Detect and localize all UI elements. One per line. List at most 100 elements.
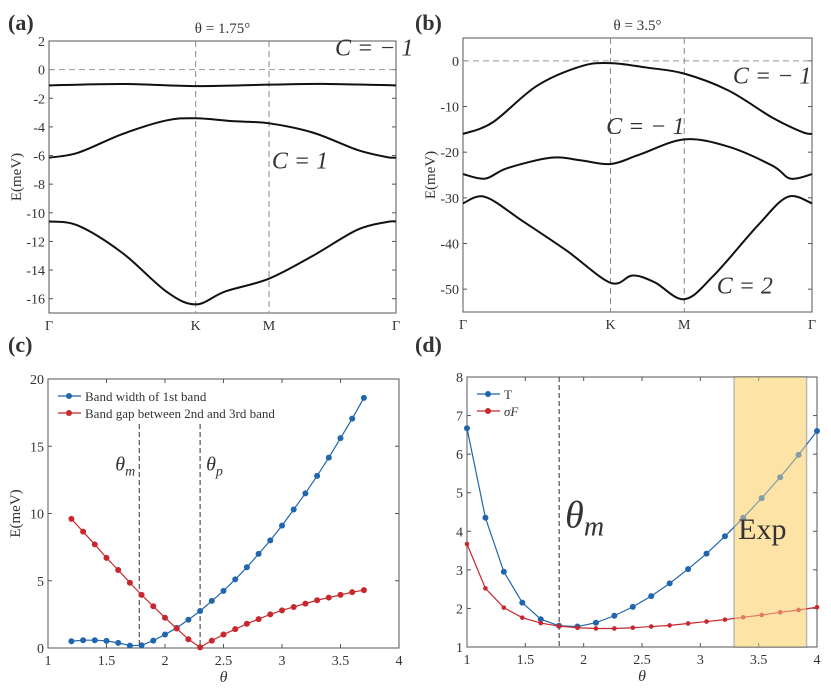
- y-tick-label: 2: [38, 35, 45, 50]
- subscript: m: [584, 511, 604, 542]
- band-3-curve: [48, 220, 397, 306]
- y-tick-label: -10: [26, 207, 45, 222]
- x-tick-label: 3.5: [332, 654, 350, 669]
- data-point-series-2: [185, 636, 192, 643]
- y-tick-label: 0: [37, 642, 44, 657]
- data-point-series-1: [685, 566, 692, 573]
- experiment-region-overlay: [734, 377, 807, 647]
- y-tick-label: 4: [456, 525, 463, 540]
- y-tick-label: -14: [26, 264, 45, 279]
- data-point-series-2: [243, 620, 250, 627]
- data-point-series-1: [648, 593, 655, 600]
- panel-b: 0 -10 -20 -30 -40 -50 Γ K M Γ E(meV) θ = 3.5° C = − …: [423, 18, 816, 333]
- data-point-series-1: [592, 619, 599, 626]
- data-point-series-2: [704, 619, 709, 624]
- data-point-series-1: [103, 637, 110, 644]
- data-point-series-1: [721, 533, 728, 540]
- data-point-series-2: [91, 541, 98, 548]
- x-tick-label: M: [678, 318, 691, 333]
- data-point-series-2: [740, 615, 746, 620]
- legend-marker: [485, 391, 491, 397]
- y-tick-label: 5: [37, 575, 44, 590]
- x-tick-label: 2: [162, 654, 169, 669]
- panel-c: 0 5 10 15 20 1 1.5 2 2.5 3 3.5 4 E(meV) θ Band width o…: [8, 373, 403, 686]
- data-point-series-2: [255, 616, 262, 623]
- y-tick-label: 0: [452, 55, 459, 70]
- data-point-series-2: [349, 589, 356, 596]
- data-point-series-1: [629, 603, 636, 610]
- data-point-series-2: [267, 611, 274, 618]
- chern-number-label: C = 2: [717, 274, 773, 300]
- data-point-series-2: [464, 541, 470, 547]
- data-point-series-1: [482, 514, 489, 521]
- y-tick-label: 3: [456, 564, 463, 579]
- y-tick-label: -8: [33, 178, 45, 193]
- data-point-series-1: [360, 394, 367, 401]
- data-point-series-1: [91, 637, 98, 644]
- data-point-series-1: [267, 537, 274, 544]
- data-point-series-1: [777, 474, 784, 481]
- band-1-curve: [48, 82, 397, 88]
- data-point-series-1: [537, 616, 544, 623]
- data-point-series-1: [185, 616, 192, 623]
- data-point-series-1: [519, 599, 526, 606]
- data-point-series-1: [208, 597, 215, 604]
- subscript: p: [215, 464, 223, 479]
- data-point-series-2: [759, 612, 764, 618]
- y-tick-label: -20: [440, 146, 459, 161]
- y-tick-label: -10: [440, 101, 459, 116]
- series-line-1: [466, 428, 818, 628]
- data-point-series-2: [302, 600, 309, 607]
- data-point-series-2: [722, 617, 728, 622]
- data-point-series-2: [325, 594, 332, 601]
- data-point-series-2: [126, 579, 133, 586]
- chern-number-label: C = 1: [272, 148, 328, 174]
- data-point-series-2: [777, 609, 783, 615]
- data-point-series-2: [220, 631, 227, 638]
- data-point-series-2: [314, 597, 321, 604]
- y-tick-label: 6: [456, 448, 463, 463]
- series-line-2: [466, 543, 818, 630]
- data-point-series-2: [80, 528, 87, 535]
- series-line-2: [70, 518, 365, 649]
- data-point-series-2: [173, 625, 180, 632]
- data-point-series-1: [814, 428, 820, 434]
- legend-entry: Band width of 1st band: [85, 389, 207, 404]
- data-point-series-2: [138, 591, 145, 598]
- x-axis-label: θ: [638, 668, 646, 685]
- y-tick-label: -30: [440, 192, 459, 207]
- y-tick-label: -12: [26, 235, 45, 250]
- legend-marker: [66, 410, 72, 416]
- data-point-series-2: [520, 615, 525, 620]
- data-point-series-2: [575, 625, 580, 631]
- x-tick-label: 1: [45, 654, 52, 669]
- panel-title: θ = 1.75°: [195, 21, 250, 37]
- data-point-series-2: [337, 591, 344, 598]
- data-point-series-2: [612, 626, 617, 631]
- y-tick-label: 10: [30, 508, 44, 523]
- data-point-series-1: [68, 638, 75, 645]
- data-point-series-1: [666, 580, 673, 587]
- data-point-series-1: [150, 637, 157, 644]
- data-point-series-2: [360, 587, 367, 594]
- data-point-series-1: [314, 472, 321, 479]
- data-point-series-1: [302, 490, 309, 497]
- chern-number-label: C = − 1: [606, 114, 684, 140]
- x-tick-label: 1.5: [517, 653, 535, 668]
- data-point-series-2: [103, 554, 110, 561]
- theta-symbol: θ: [565, 494, 584, 536]
- data-point-series-1: [325, 454, 332, 461]
- x-tick-label: 3: [697, 653, 704, 668]
- x-tick-label: 1.5: [98, 654, 116, 669]
- data-point-series-2: [648, 624, 654, 629]
- y-tick-label: 2: [456, 602, 463, 617]
- x-tick-label: Γ: [392, 319, 400, 334]
- panel-a: 20-2-4-6-8-10-12-14-16Γ K M ΓE(meV)θ = 1.75…: [9, 21, 413, 334]
- y-tick-label: -50: [440, 283, 459, 298]
- x-tick-label: M: [263, 319, 276, 334]
- band-2-curve: [48, 117, 397, 159]
- panel-label-b: (b): [415, 10, 442, 35]
- data-point-series-1: [243, 564, 250, 571]
- y-tick-label: 15: [30, 440, 44, 455]
